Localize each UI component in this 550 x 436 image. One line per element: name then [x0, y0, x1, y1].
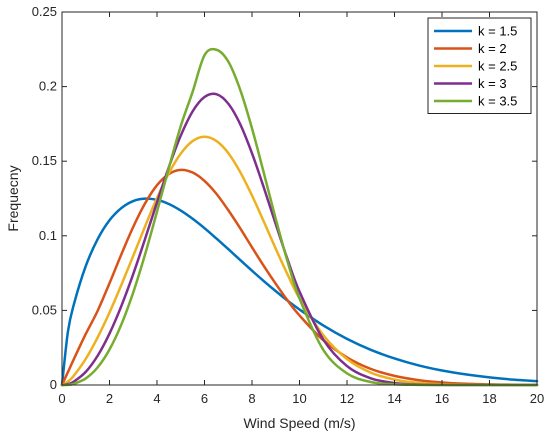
x-tick-label: 6: [201, 391, 208, 406]
x-tick-label: 14: [387, 391, 401, 406]
y-axis: 0 0.05 0.1 0.15 0.2 0.25: [32, 4, 537, 392]
legend-label: k = 3.5: [478, 94, 517, 109]
y-axis-label: Frequecny: [5, 165, 21, 231]
legend-label: k = 3: [478, 76, 507, 91]
series-line-2: [60, 168, 539, 387]
series-line-1: [60, 197, 539, 387]
x-tick-label: 20: [530, 391, 544, 406]
x-tick-label: 18: [482, 391, 496, 406]
series-line-3: [60, 135, 539, 387]
x-tick-label: 8: [248, 391, 255, 406]
x-tick-label: 2: [106, 391, 113, 406]
series-line-4: [60, 92, 539, 387]
legend-label: k = 2: [478, 41, 507, 56]
x-tick-label: 4: [153, 391, 160, 406]
curves-layer: [60, 47, 539, 387]
y-tick-label: 0.25: [32, 4, 57, 19]
y-tick-label: 0.2: [39, 79, 57, 94]
legend: k = 1.5 k = 2 k = 2.5 k = 3 k = 3.5: [427, 17, 532, 114]
x-tick-label: 12: [340, 391, 354, 406]
x-axis-label: Wind Speed (m/s): [243, 415, 355, 431]
x-tick-label: 10: [292, 391, 306, 406]
legend-label: k = 1.5: [478, 24, 517, 39]
x-axis: 0 2 4 6 8 10 12 14 16 18 20: [58, 12, 544, 406]
x-tick-label: 16: [435, 391, 449, 406]
legend-label: k = 2.5: [478, 59, 517, 74]
y-tick-label: 0.15: [32, 153, 57, 168]
y-tick-label: 0.1: [39, 228, 57, 243]
y-tick-label: 0: [50, 377, 57, 392]
x-tick-label: 0: [58, 391, 65, 406]
y-tick-label: 0.05: [32, 302, 57, 317]
